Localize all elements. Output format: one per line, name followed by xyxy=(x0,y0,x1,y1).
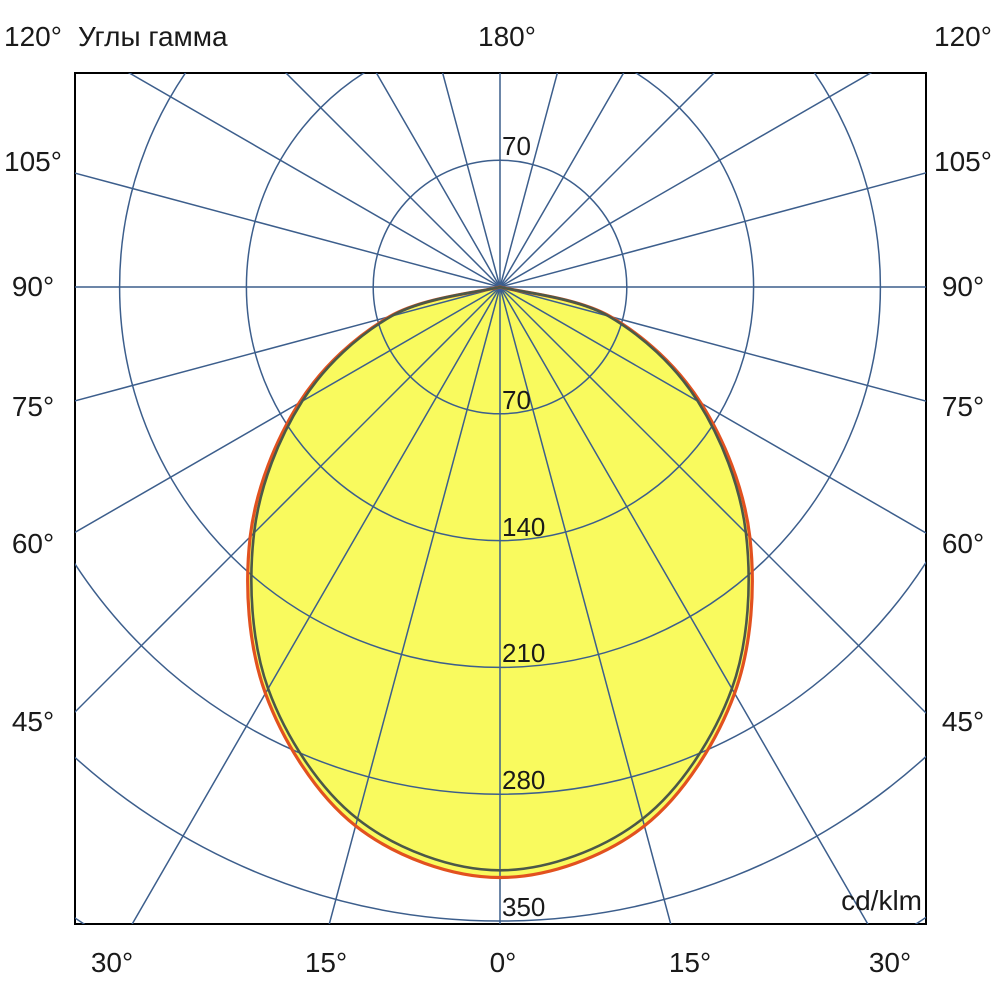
gamma-angle-label-bottom: 15° xyxy=(668,947,712,978)
radial-tick-label: 140 xyxy=(502,512,546,542)
gamma-angle-label-bottom: 30° xyxy=(90,947,134,978)
corner-angle-label-top-right: 120° xyxy=(934,21,992,52)
gamma-angle-label-left: 75° xyxy=(11,391,55,422)
curve-c0-c180 xyxy=(246,285,754,880)
radial-tick-label: 70 xyxy=(502,131,531,161)
radial-tick-label: 280 xyxy=(502,765,546,795)
radial-tick-label: 350 xyxy=(502,892,546,922)
gamma-angle-label-bottom: 15° xyxy=(304,947,348,978)
corner-angle-label-top-left: 120° xyxy=(4,21,62,52)
top-angle-label-180: 180° xyxy=(478,21,536,52)
unit-label: cd/klm xyxy=(841,885,922,916)
gamma-angle-label-left: 45° xyxy=(11,706,55,737)
gamma-angle-label-left: 105° xyxy=(4,146,62,177)
gamma-angle-label-right: 105° xyxy=(934,146,992,177)
gamma-angle-label-bottom: 0° xyxy=(489,947,517,978)
gamma-angle-label-left: 90° xyxy=(11,271,55,302)
gamma-angle-label-right: 60° xyxy=(941,528,985,559)
gamma-angle-label-bottom: 30° xyxy=(868,947,912,978)
chart-title: Углы гамма xyxy=(78,21,228,52)
gamma-angle-label-right: 75° xyxy=(941,391,985,422)
curve-c90-c270 xyxy=(250,285,750,872)
radial-tick-label: 70 xyxy=(502,385,531,415)
gamma-angle-label-right: 90° xyxy=(941,271,985,302)
gamma-angle-label-left: 60° xyxy=(11,528,55,559)
radial-tick-label: 210 xyxy=(502,638,546,668)
gamma-angle-label-right: 45° xyxy=(941,706,985,737)
